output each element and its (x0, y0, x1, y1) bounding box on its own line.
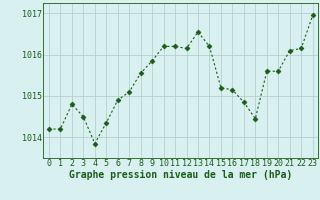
X-axis label: Graphe pression niveau de la mer (hPa): Graphe pression niveau de la mer (hPa) (69, 170, 292, 180)
